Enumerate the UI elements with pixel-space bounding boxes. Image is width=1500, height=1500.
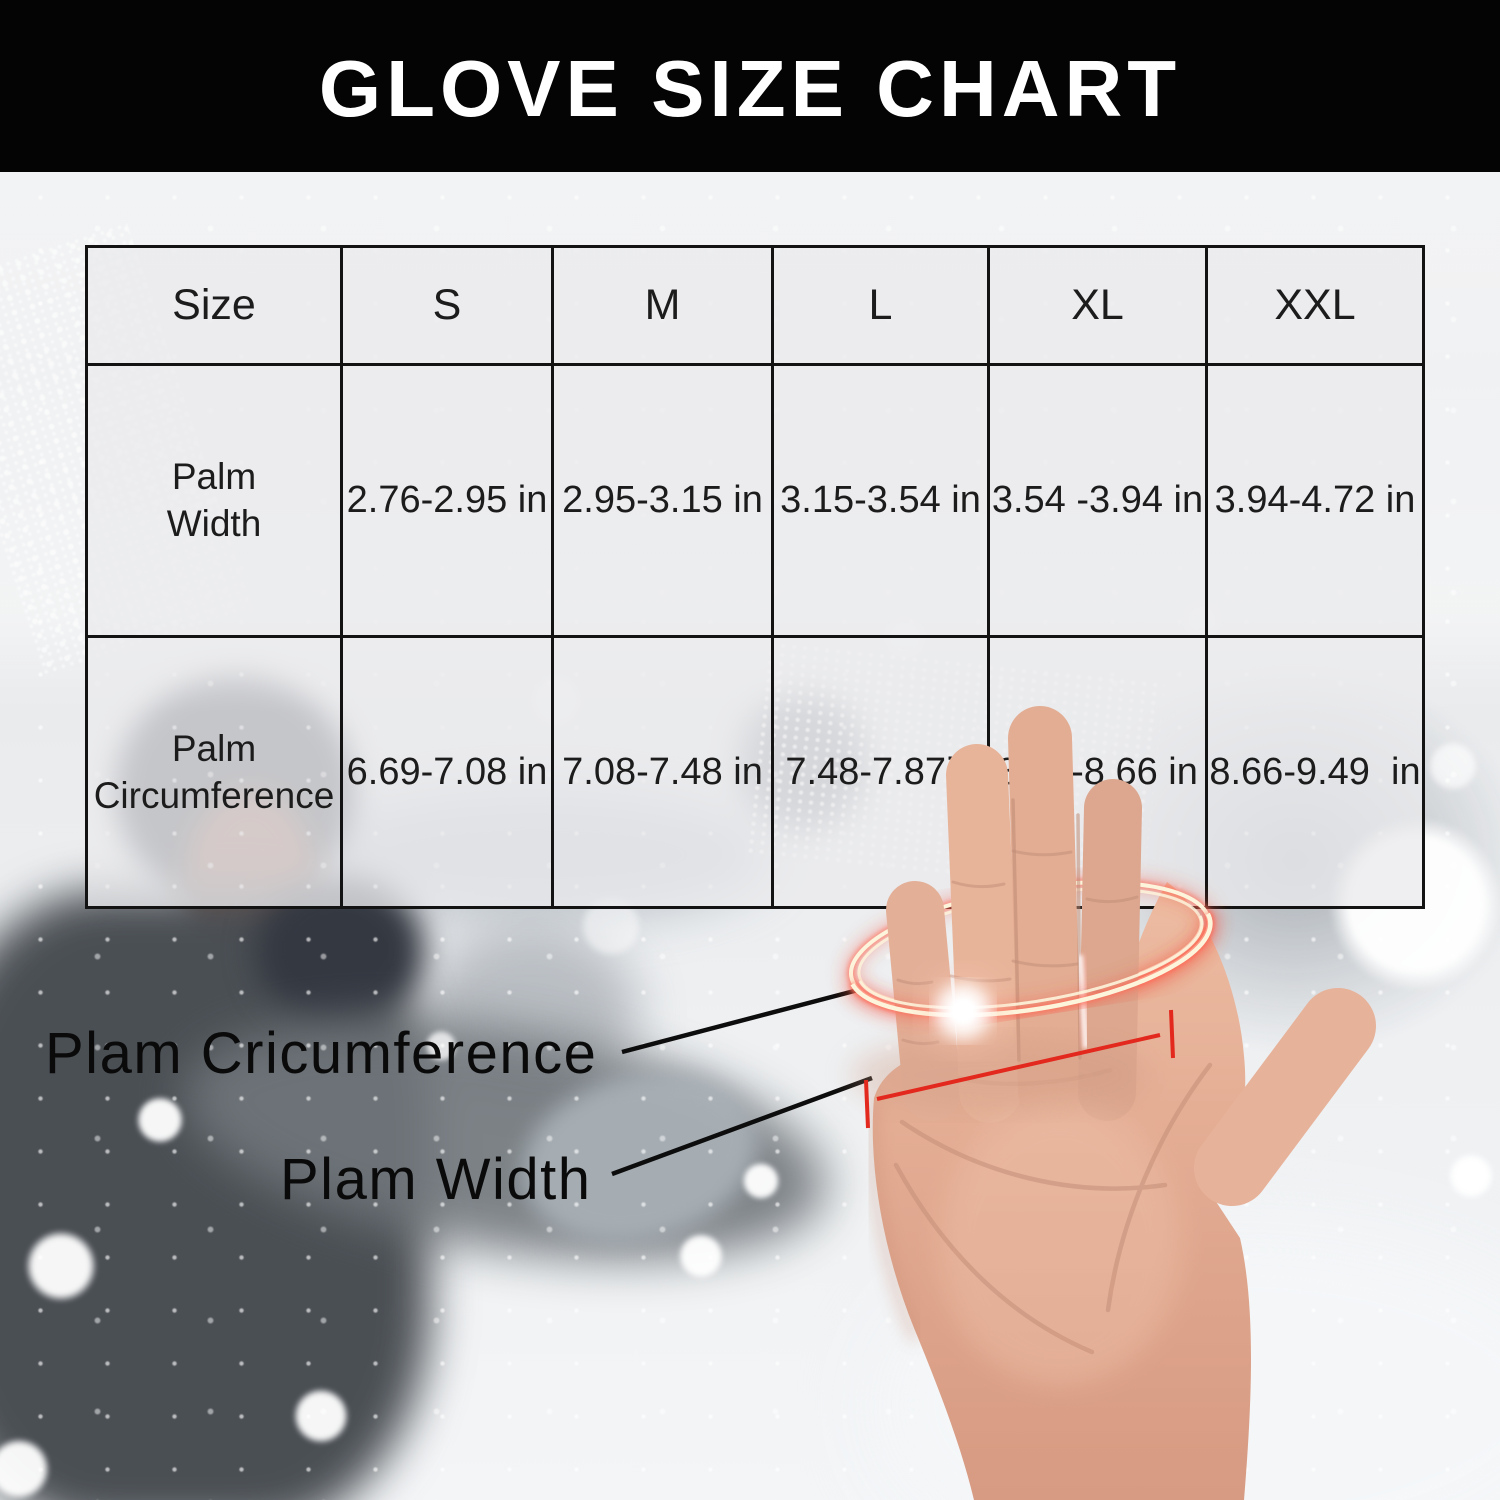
palm-edge-shadow (867, 1097, 921, 1342)
snow-bokeh (293, 1388, 349, 1444)
snow-bokeh (136, 1096, 184, 1144)
row-label-palm-width: Palm Width (85, 363, 343, 638)
header-cell-m: M (551, 245, 774, 366)
header-cell-s: S (340, 245, 554, 366)
palm-highlight (940, 1105, 1180, 1385)
header-cell-l: L (771, 245, 990, 366)
snow-bokeh (0, 1438, 50, 1500)
snow-bokeh (742, 1162, 780, 1200)
circumference-ring-front (843, 909, 1221, 1026)
row-label-palm-circumference: Palm Circumference (85, 634, 343, 910)
palm-creases (893, 1062, 1213, 1355)
palm-width-marker (864, 1009, 1175, 1129)
palm-width-row: Palm Width 2.76-2.95 in 2.95-3.15 in 3.15… (85, 363, 1425, 638)
snow-bokeh (425, 1030, 457, 1062)
palm-width-m: 2.95-3.15 in (551, 363, 774, 638)
palm-circumference-m: 7.08-7.48 in (551, 634, 774, 910)
palm-width-xxl: 3.94-4.72 in (1205, 363, 1425, 638)
snow-bokeh (1428, 741, 1478, 791)
width-callout-label: Plam Width (280, 1147, 592, 1212)
header-cell-xl: XL (987, 245, 1208, 366)
title-banner: GLOVE SIZE CHART (0, 0, 1500, 172)
circumference-pointer-line (621, 987, 859, 1055)
snow-bokeh (1448, 1153, 1494, 1199)
ring-glow-spot (921, 969, 1005, 1053)
hand-illustration (841, 706, 1376, 1500)
palm-width-xl: 3.54 -3.94 in (987, 363, 1208, 638)
header-cell-xxl: XXL (1205, 245, 1425, 366)
palm-width-s: 2.76-2.95 in (340, 363, 554, 638)
palm-width-l: 3.15-3.54 in (771, 363, 990, 638)
thumb (1194, 988, 1376, 1206)
snow-bokeh (25, 1230, 97, 1302)
snow-bokeh (678, 1233, 724, 1279)
width-pointer-line (611, 1075, 873, 1177)
palm-circumference-s: 6.69-7.08 in (340, 634, 554, 910)
circumference-callout-label: Plam Cricumference (45, 1021, 598, 1086)
header-cell-size: Size (85, 245, 343, 366)
page-title: GLOVE SIZE CHART (318, 44, 1182, 133)
palm-circumference-xxl: 8.66-9.49 in (1205, 634, 1425, 910)
